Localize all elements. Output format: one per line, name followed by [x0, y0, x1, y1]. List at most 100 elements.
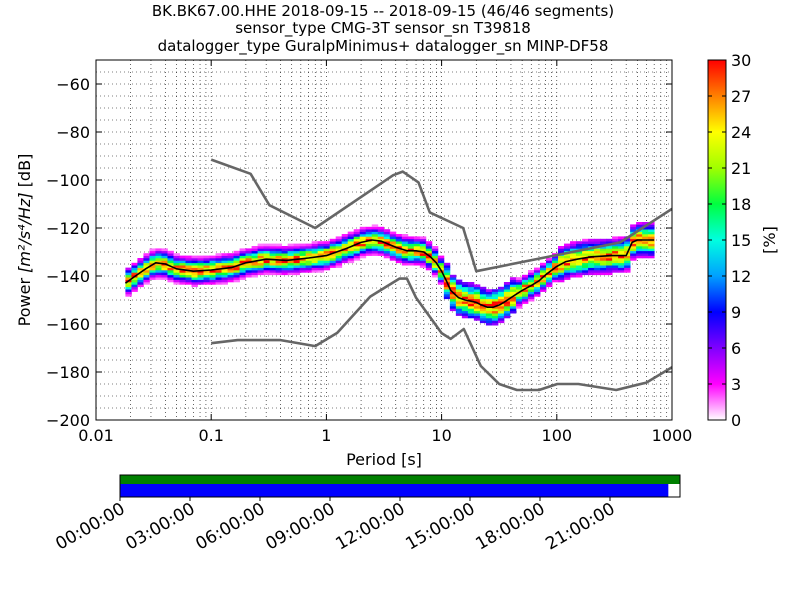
heatmap-cell: [618, 258, 625, 261]
heatmap-cell: [377, 229, 385, 232]
heatmap-cell: [612, 258, 619, 261]
heatmap-cell: [365, 234, 373, 237]
heatmap-cell: [425, 255, 433, 259]
heatmap-cell: [317, 243, 325, 247]
heatmap-cell: [594, 248, 601, 252]
heatmap-cell: [203, 274, 210, 278]
heatmap-cell: [125, 286, 132, 290]
heatmap-cell: [636, 253, 643, 256]
heatmap-cell: [527, 286, 535, 290]
heatmap-cell: [546, 284, 553, 288]
heatmap-cell: [419, 243, 427, 247]
heatmap-cell: [173, 262, 180, 266]
heatmap-cell: [606, 270, 613, 273]
heatmap-cell: [149, 277, 156, 280]
heatmap-cell: [281, 250, 289, 254]
heatmap-cell: [582, 250, 589, 254]
heatmap-cell: [389, 243, 397, 247]
heatmap-cell: [612, 246, 619, 249]
heatmap-cell: [437, 262, 445, 266]
heatmap-cell: [618, 260, 625, 264]
heatmap-cell: [431, 250, 439, 254]
heatmap-cell: [173, 253, 180, 256]
heatmap-cell: [173, 279, 180, 283]
heatmap-cell: [209, 282, 216, 285]
heatmap-cell: [413, 255, 421, 259]
heatmap-cell: [389, 246, 397, 249]
heatmap-cell: [203, 258, 210, 261]
heatmap-cell: [353, 241, 361, 244]
heatmap-cell: [227, 272, 234, 276]
heatmap-cell: [221, 274, 228, 278]
heatmap-cell: [341, 243, 349, 247]
heatmap-cell: [491, 291, 499, 295]
heatmap-cell: [203, 265, 210, 268]
heatmap-cell: [395, 260, 403, 264]
heatmap-cell: [515, 296, 523, 300]
heatmap-cell: [624, 258, 631, 261]
heatmap-cell: [570, 272, 577, 276]
heatmap-cell: [497, 298, 505, 302]
heatmap-cell: [594, 270, 601, 273]
heatmap-cell: [281, 265, 289, 268]
heatmap-cell: [443, 277, 451, 280]
heatmap-cell: [131, 267, 138, 271]
heatmap-cell: [624, 267, 631, 271]
heatmap-cell: [221, 279, 228, 283]
x-tick-label: 0.01: [78, 426, 114, 445]
heatmap-cell: [618, 243, 625, 247]
heatmap-cell: [311, 248, 319, 252]
heatmap-cell: [588, 248, 595, 252]
heatmap-cell: [527, 296, 535, 300]
heatmap-cell: [167, 250, 174, 254]
heatmap-cell: [558, 277, 565, 280]
heatmap-cell: [293, 272, 301, 276]
heatmap-cell: [359, 226, 367, 230]
heatmap-cell: [305, 253, 313, 256]
heatmap-cell: [377, 226, 385, 230]
heatmap-cell: [479, 289, 487, 292]
heatmap-cell: [335, 258, 343, 261]
heatmap-cell: [257, 262, 265, 266]
heatmap-cell: [515, 286, 523, 290]
heatmap-cell: [245, 270, 252, 273]
heatmap-cell: [341, 260, 349, 264]
heatmap-cell: [155, 248, 162, 252]
heatmap-cell: [269, 255, 277, 259]
heatmap-cell: [167, 255, 174, 259]
heatmap-cell: [149, 250, 156, 254]
heatmap-cell: [612, 250, 619, 254]
heatmap-cell: [191, 279, 198, 283]
heatmap-cell: [558, 248, 565, 252]
heatmap-cell: [407, 246, 415, 249]
colorbar-tick-label: 30: [731, 51, 751, 70]
heatmap-cell: [642, 226, 649, 230]
heatmap-cell: [527, 272, 535, 276]
heatmap-cell: [539, 270, 547, 273]
heatmap-cell: [485, 320, 493, 324]
heatmap-cell: [485, 303, 493, 307]
heatmap-cell: [570, 246, 577, 249]
nhnm-line: [210, 158, 672, 273]
heatmap-cell: [299, 253, 307, 256]
heatmap-cell: [203, 270, 210, 273]
heatmap-cell: [257, 250, 265, 254]
heatmap-cell: [576, 267, 583, 271]
heatmap-cell: [612, 265, 619, 268]
heatmap-cell: [527, 270, 535, 273]
heatmap-cell: [257, 267, 265, 271]
heatmap-cell: [618, 248, 625, 252]
heatmap-cell: [509, 284, 517, 288]
heatmap-cell: [179, 282, 186, 285]
heatmap-cell: [257, 260, 265, 264]
heatmap-cell: [588, 253, 595, 256]
heatmap-cell: [539, 289, 547, 292]
heatmap-cell: [353, 255, 361, 259]
heatmap-cell: [185, 277, 192, 280]
heatmap-cell: [455, 298, 463, 302]
heatmap-cell: [329, 241, 337, 244]
y-tick-label: −120: [46, 219, 90, 238]
heatmap-cell: [347, 238, 355, 242]
heatmap-cell: [503, 289, 511, 292]
heatmap-cell: [365, 226, 373, 230]
